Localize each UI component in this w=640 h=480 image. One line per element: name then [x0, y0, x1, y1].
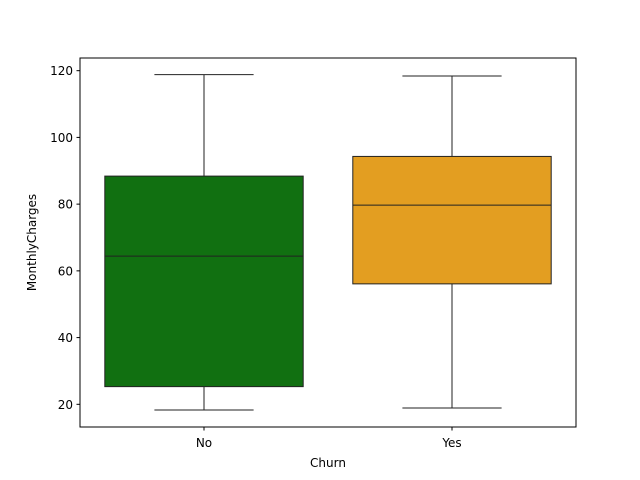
box-body	[352, 155, 552, 285]
y-tick-label: 120	[50, 64, 73, 78]
y-tick-label: 80	[58, 198, 73, 212]
box-yes	[352, 75, 552, 409]
x-axis: No Yes	[196, 427, 462, 450]
x-tick-label: No	[196, 436, 212, 450]
box-body	[104, 175, 304, 388]
y-axis: 20 40 60 80 100 120	[50, 64, 80, 412]
x-tick-label: Yes	[441, 436, 461, 450]
y-tick-label: 20	[58, 398, 73, 412]
y-tick-label: 100	[50, 131, 73, 145]
boxes-layer	[104, 74, 552, 411]
x-axis-label: Churn	[310, 456, 346, 470]
y-tick-label: 60	[58, 264, 73, 278]
y-axis-label: MonthlyCharges	[25, 194, 39, 291]
y-tick-label: 40	[58, 331, 73, 345]
box-no	[104, 74, 304, 411]
plot-frame	[79, 57, 577, 428]
